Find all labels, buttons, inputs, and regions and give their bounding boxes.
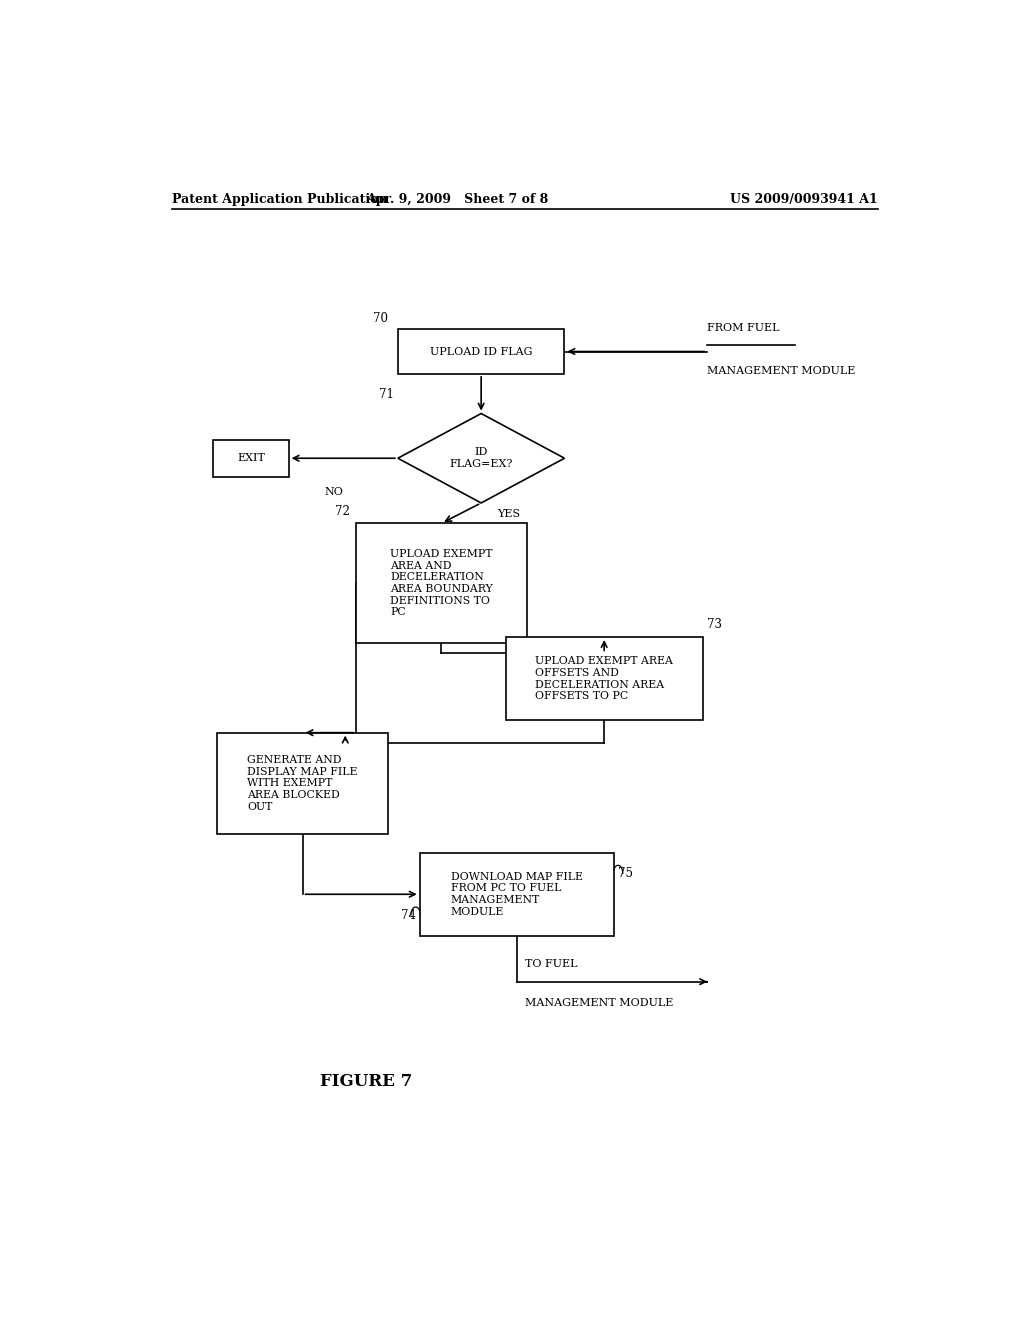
FancyBboxPatch shape: [356, 523, 526, 643]
Text: DOWNLOAD MAP FILE
FROM PC TO FUEL
MANAGEMENT
MODULE: DOWNLOAD MAP FILE FROM PC TO FUEL MANAGE…: [451, 873, 583, 916]
Text: 70: 70: [374, 312, 388, 325]
FancyBboxPatch shape: [217, 733, 388, 834]
FancyBboxPatch shape: [397, 329, 564, 374]
Polygon shape: [397, 413, 564, 503]
Text: 74: 74: [400, 908, 416, 921]
Text: 75: 75: [618, 867, 633, 880]
Text: 72: 72: [335, 506, 350, 519]
Text: MANAGEMENT MODULE: MANAGEMENT MODULE: [524, 998, 673, 1008]
Text: GENERATE AND
DISPLAY MAP FILE
WITH EXEMPT
AREA BLOCKED
OUT: GENERATE AND DISPLAY MAP FILE WITH EXEMP…: [248, 755, 357, 812]
FancyBboxPatch shape: [213, 440, 289, 477]
Text: NO: NO: [325, 487, 344, 496]
Text: FIGURE 7: FIGURE 7: [319, 1073, 413, 1090]
Text: EXIT: EXIT: [238, 453, 265, 463]
Text: Patent Application Publication: Patent Application Publication: [172, 193, 387, 206]
FancyBboxPatch shape: [506, 638, 702, 721]
Text: TO FUEL: TO FUEL: [524, 960, 578, 969]
Text: US 2009/0093941 A1: US 2009/0093941 A1: [730, 193, 878, 206]
FancyBboxPatch shape: [420, 853, 614, 936]
Text: UPLOAD EXEMPT AREA
OFFSETS AND
DECELERATION AREA
OFFSETS TO PC: UPLOAD EXEMPT AREA OFFSETS AND DECELERAT…: [536, 656, 673, 701]
Text: Apr. 9, 2009   Sheet 7 of 8: Apr. 9, 2009 Sheet 7 of 8: [367, 193, 549, 206]
Text: UPLOAD ID FLAG: UPLOAD ID FLAG: [430, 347, 532, 356]
Text: UPLOAD EXEMPT
AREA AND
DECELERATION
AREA BOUNDARY
DEFINITIONS TO
PC: UPLOAD EXEMPT AREA AND DECELERATION AREA…: [390, 549, 493, 618]
Text: ID
FLAG=EX?: ID FLAG=EX?: [450, 447, 513, 469]
Text: 71: 71: [379, 388, 394, 401]
Text: 73: 73: [707, 618, 722, 631]
Text: FROM FUEL: FROM FUEL: [708, 323, 780, 333]
Text: YES: YES: [497, 510, 520, 519]
Text: MANAGEMENT MODULE: MANAGEMENT MODULE: [708, 366, 856, 376]
